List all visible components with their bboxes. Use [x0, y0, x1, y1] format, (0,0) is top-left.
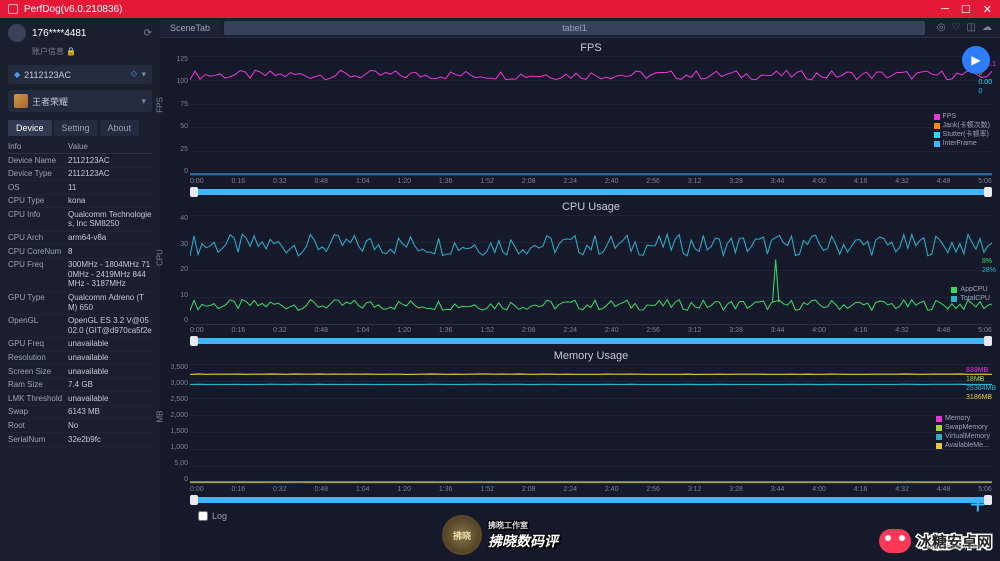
chevron-down-icon: ▾ — [141, 96, 146, 107]
chart-icon[interactable]: ◫ — [967, 22, 976, 33]
user-block: 176****4481 ⟳ — [8, 24, 152, 42]
site-logo-icon — [879, 529, 911, 553]
table-row: GPU Frequnavailable — [8, 338, 152, 352]
info-header-key: Info — [8, 142, 68, 151]
table-row: RootNo — [8, 419, 152, 433]
table-row: GPU TypeQualcomm Adreno (TM) 650 — [8, 292, 152, 315]
scene-tab[interactable]: SceneTab — [160, 20, 220, 36]
app-icon — [8, 4, 18, 14]
table-row: Resolutionunavailable — [8, 352, 152, 366]
user-sub: 账户信息 🔒 — [32, 46, 152, 57]
play-button[interactable]: ▶ — [962, 46, 990, 74]
sidebar-tabs: Device Setting About — [8, 120, 152, 136]
mem-chart: Memory Usage MB 3,5003,0002,5002,0001,50… — [190, 350, 992, 503]
table-row: CPU InfoQualcomm Technologies, Inc SM825… — [8, 208, 152, 231]
watermark-badge: 拂晓 — [442, 515, 482, 555]
info-table: InfoValue Device Name2112123ACDevice Typ… — [8, 140, 152, 447]
refresh-icon[interactable]: ⟳ — [144, 28, 152, 39]
content-tabbar: SceneTab tabel1 ◎ ♡ ◫ ☁ — [160, 18, 1000, 38]
tab-about[interactable]: About — [100, 120, 140, 136]
log-checkbox[interactable] — [198, 511, 208, 521]
user-name: 176****4481 — [32, 28, 87, 39]
info-header-val: Value — [68, 142, 88, 151]
watermark-site: 冰糖安卓网 www.btxtdmy.com — [879, 529, 992, 553]
table-row: OS11 — [8, 181, 152, 195]
table-row: LMK Thresholdunavailable — [8, 392, 152, 406]
log-label: Log — [212, 511, 227, 521]
table-row: OpenGLOpenGL ES 3.2 V@0502.0 (GIT@d970ca… — [8, 315, 152, 338]
session-label[interactable]: tabel1 — [224, 21, 925, 35]
device-selector[interactable]: 2112123AC ⟐ ▾ — [8, 65, 152, 84]
maximize-button[interactable]: ☐ — [961, 3, 971, 16]
minimize-button[interactable]: ─ — [941, 3, 949, 16]
table-row: Device Type2112123AC — [8, 168, 152, 182]
table-row: Swap6143 MB — [8, 406, 152, 420]
avatar — [8, 24, 26, 42]
table-row: Screen Sizeunavailable — [8, 365, 152, 379]
mem-slider[interactable] — [190, 497, 992, 503]
table-row: CPU Archarm64-v8a — [8, 232, 152, 246]
sidebar: 176****4481 ⟳ 账户信息 🔒 2112123AC ⟐ ▾ 王者荣耀 ▾… — [0, 18, 160, 561]
cloud-icon[interactable]: ☁ — [982, 22, 992, 33]
lock-icon: 🔒 — [66, 47, 76, 56]
pin-icon[interactable]: ♡ — [952, 22, 961, 33]
mem-title: Memory Usage — [190, 350, 992, 362]
link-icon[interactable]: ⟐ — [130, 69, 137, 80]
table-row: SerialNum32e2b9fc — [8, 433, 152, 447]
log-toggle: Log — [190, 509, 992, 523]
cpu-slider[interactable] — [190, 338, 992, 344]
fps-ylabel: FPS — [156, 97, 165, 113]
watermark-studio: 拂晓 拂晓工作室拂晓数码评 — [442, 515, 558, 555]
app-title: PerfDog(v6.0.210836) — [24, 4, 122, 15]
tab-setting[interactable]: Setting — [54, 120, 98, 136]
mem-ylabel: MB — [156, 410, 165, 422]
table-row: CPU CoreNum8 — [8, 245, 152, 259]
target-icon[interactable]: ◎ — [937, 22, 946, 33]
table-row: Ram Size7.4 GB — [8, 379, 152, 393]
fps-title: FPS — [190, 42, 992, 54]
table-row: Device Name2112123AC — [8, 154, 152, 168]
content: SceneTab tabel1 ◎ ♡ ◫ ☁ ▶ FPS FPS 125100… — [160, 18, 1000, 561]
fps-slider[interactable] — [190, 189, 992, 195]
cpu-ylabel: CPU — [156, 249, 165, 266]
tab-device[interactable]: Device — [8, 120, 52, 136]
chevron-down-icon: ▾ — [141, 69, 146, 80]
cpu-title: CPU Usage — [190, 201, 992, 213]
table-row: CPU Freq300MHz - 1804MHz 710MHz - 2419MH… — [8, 259, 152, 292]
device-name: 2112123AC — [24, 70, 71, 80]
app-name: 王者荣耀 — [32, 95, 68, 108]
add-chart-button[interactable]: + — [970, 489, 986, 521]
app-icon-thumb — [14, 94, 28, 108]
titlebar: PerfDog(v6.0.210836) ─ ☐ ✕ — [0, 0, 1000, 18]
table-row: CPU Typekona — [8, 195, 152, 209]
close-button[interactable]: ✕ — [983, 3, 992, 16]
window-buttons: ─ ☐ ✕ — [941, 3, 992, 16]
fps-chart: FPS FPS 1251007550250 108.100.000 FPSJan… — [190, 42, 992, 195]
cpu-chart: CPU Usage CPU 403020100 8%28% AppCPUTota… — [190, 201, 992, 344]
app-selector[interactable]: 王者荣耀 ▾ — [8, 90, 152, 112]
